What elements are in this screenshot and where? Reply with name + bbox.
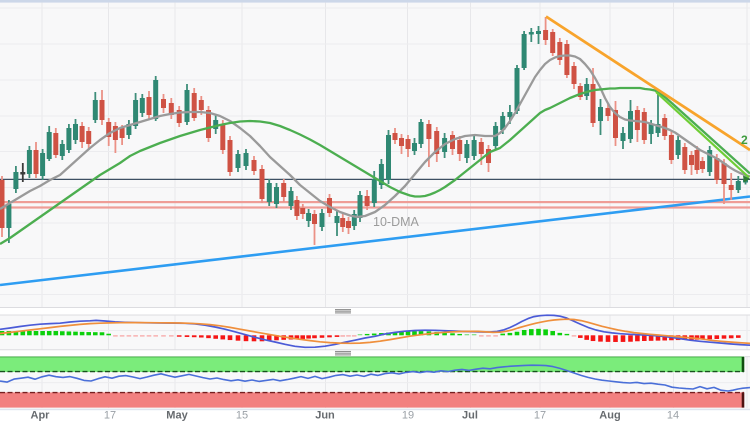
svg-text:19: 19 xyxy=(402,410,414,422)
svg-text:14: 14 xyxy=(667,410,679,422)
svg-text:Aug: Aug xyxy=(599,410,620,422)
svg-text:Jun: Jun xyxy=(315,410,335,422)
svg-text:Jul: Jul xyxy=(462,410,478,422)
svg-text:15: 15 xyxy=(236,410,248,422)
svg-text:2: 2 xyxy=(741,133,748,147)
svg-text:17: 17 xyxy=(534,410,546,422)
svg-text:17: 17 xyxy=(104,410,116,422)
svg-text:Apr: Apr xyxy=(31,410,51,422)
svg-text:10-DMA: 10-DMA xyxy=(373,215,420,229)
svg-text:May: May xyxy=(166,410,188,422)
